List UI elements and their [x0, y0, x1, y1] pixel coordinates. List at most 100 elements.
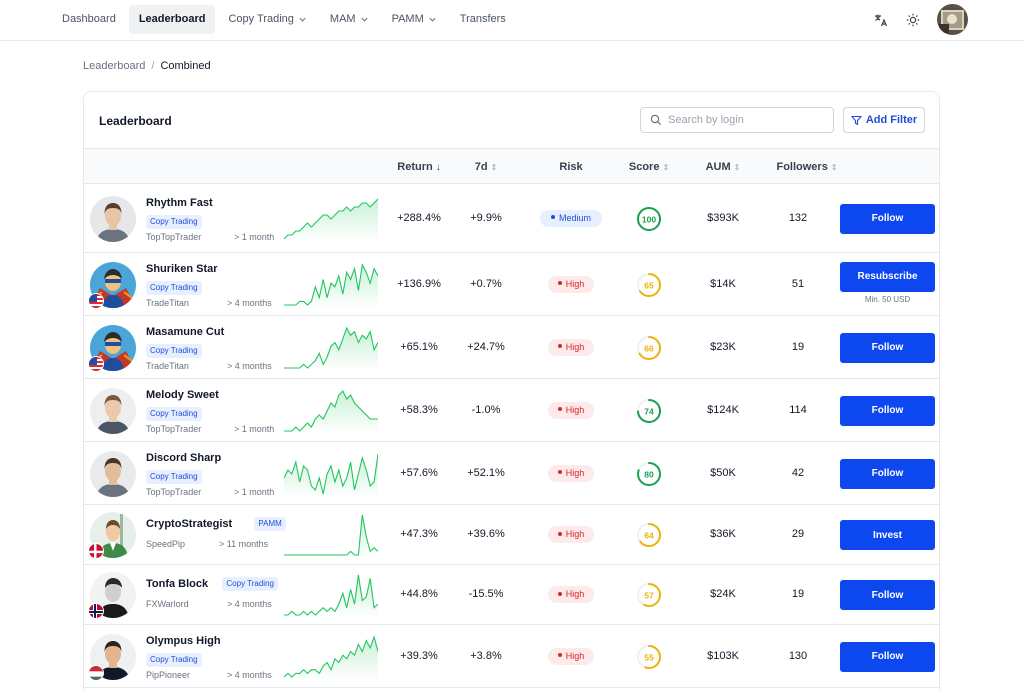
column-followers[interactable]: Followers ⇕ — [762, 149, 852, 185]
table-row[interactable]: Rhythm Fast Copy Trading TopTopTrader > 1 m… — [84, 184, 939, 253]
trader-age: > 4 months — [227, 599, 272, 609]
trader-name[interactable]: CryptoStrategist — [146, 518, 233, 530]
risk-badge: High — [548, 338, 594, 356]
aum-value: $393K — [707, 211, 739, 224]
7d-value: +52.1% — [467, 466, 505, 479]
column-score[interactable]: Score ⇕ — [619, 149, 679, 185]
nav-item-label: PAMM — [391, 13, 424, 25]
sparkline-area — [284, 636, 378, 680]
follow-button[interactable]: Follow — [840, 203, 935, 234]
risk-dot — [557, 591, 562, 596]
trader-name[interactable]: Melody Sweet — [146, 388, 219, 401]
table-row[interactable]: Melody Sweet Copy Trading TopTopTrader > 1 … — [84, 379, 939, 442]
score-gauge: 65 — [637, 272, 661, 297]
sparkline-line — [284, 574, 378, 616]
performance-sparkline — [284, 634, 378, 680]
table-row[interactable]: Tonfa Block Copy Trading FXWarlord > 4 mont… — [84, 565, 939, 625]
flag-icon-no — [88, 603, 104, 619]
action-label: Follow — [871, 342, 904, 353]
score-value: 80 — [644, 469, 654, 479]
followers-value: 51 — [791, 277, 805, 290]
follow-button[interactable]: Follow — [840, 641, 935, 672]
provider-name: SpeedPip — [146, 539, 186, 549]
column-risk: Risk — [539, 149, 603, 185]
trader-name[interactable]: Rhythm Fast — [146, 196, 213, 209]
aum-value: $23K — [710, 340, 736, 353]
nav-item-leaderboard[interactable]: Leaderboard — [128, 5, 216, 34]
translate-icon[interactable] — [866, 5, 896, 35]
score-value: 74 — [644, 406, 654, 416]
add-filter-button[interactable]: Add Filter — [843, 107, 925, 133]
follow-button[interactable]: Follow — [840, 332, 935, 363]
sparkline-area — [284, 198, 378, 242]
nav-item-copy-trading[interactable]: Copy Trading — [218, 5, 316, 34]
performance-sparkline — [284, 574, 378, 618]
search-input[interactable] — [668, 114, 818, 126]
sort-icon: ⇕ — [733, 163, 741, 172]
add-filter-label: Add Filter — [865, 114, 918, 126]
nav-item-transfers[interactable]: Transfers — [450, 5, 516, 34]
return-value: +47.3% — [400, 528, 438, 540]
risk-badge: High — [548, 526, 594, 543]
risk-badge: High — [548, 401, 594, 419]
return-value: +58.3% — [400, 403, 438, 416]
performance-sparkline — [284, 198, 378, 242]
table-row[interactable]: CryptoStrategist PAMM SpeedPip > 11 months … — [84, 505, 939, 565]
performance-sparkline — [284, 389, 378, 434]
trader-name[interactable]: Tonfa Block — [146, 578, 209, 590]
risk-dot — [557, 281, 562, 286]
search-box[interactable] — [640, 107, 834, 133]
score-arc — [637, 461, 661, 486]
nav-item-label: Dashboard — [62, 13, 116, 25]
column-7d[interactable]: 7d ⇕ — [456, 149, 516, 185]
trader-avatar — [90, 387, 136, 434]
follow-button[interactable]: Follow — [840, 458, 935, 489]
column-return[interactable]: Return ↓ — [384, 149, 454, 185]
sun-icon[interactable] — [898, 5, 928, 35]
trader-name[interactable]: Shuriken Star — [146, 262, 218, 275]
performance-sparkline — [284, 453, 378, 497]
sparkline-area — [284, 327, 378, 371]
top-nav: Dashboard Leaderboard Copy Trading MAM PAMM T… — [0, 0, 1024, 41]
risk-label: High — [565, 467, 585, 478]
7d-value: +9.9% — [470, 211, 502, 224]
score-gauge: 57 — [637, 583, 661, 607]
column-aum-label: AUM — [705, 161, 731, 173]
risk-label: Medium — [558, 212, 591, 223]
trader-name[interactable]: Masamune Cut — [146, 325, 225, 338]
follow-button[interactable]: Follow — [840, 395, 935, 426]
provider-name: PipPioneer — [146, 669, 191, 680]
trader-age: > 1 month — [234, 231, 275, 242]
follow-button[interactable]: Follow — [840, 580, 935, 610]
action-label: Follow — [871, 405, 904, 416]
table-row[interactable]: Discord Sharp Copy Trading TopTopTrader > 1… — [84, 442, 939, 505]
return-value: +39.3% — [400, 649, 438, 662]
score-value: 65 — [644, 280, 654, 290]
return-value: +65.1% — [400, 340, 438, 353]
return-value: +136.9% — [397, 277, 441, 290]
nav-item-mam[interactable]: MAM — [320, 5, 379, 34]
invest-button[interactable]: Invest — [840, 520, 935, 550]
provider-name: TopTopTrader — [146, 486, 202, 497]
trader-avatar — [90, 633, 136, 680]
trader-name[interactable]: Discord Sharp — [146, 451, 222, 464]
table-row[interactable]: Masamune Cut Copy Trading TradeTitan > 4 mo… — [84, 316, 939, 379]
trader-name[interactable]: Olympus High — [146, 634, 221, 647]
score-arc — [637, 272, 661, 297]
followers-value: 42 — [791, 466, 805, 479]
resubscribe-button[interactable]: Resubscribe — [840, 261, 935, 292]
score-value: 57 — [644, 591, 654, 601]
aum-value: $36K — [710, 528, 736, 540]
column-aum[interactable]: AUM ⇕ — [693, 149, 753, 185]
trader-age: > 1 month — [234, 423, 275, 434]
table-row[interactable]: Olympus High Copy Trading PipPioneer > 4 mo… — [84, 625, 939, 688]
table-row[interactable]: Shuriken Star Copy Trading TradeTitan > 4 m… — [84, 253, 939, 316]
action-label: Resubscribe — [857, 271, 918, 282]
breadcrumb-parent[interactable]: Leaderboard — [83, 60, 146, 72]
nav-item-pamm[interactable]: PAMM — [382, 5, 447, 34]
score-gauge: 55 — [637, 644, 661, 669]
chevron-down-icon — [429, 17, 436, 22]
nav-item-dashboard[interactable]: Dashboard — [52, 5, 126, 34]
user-avatar[interactable] — [937, 4, 968, 35]
risk-dot — [557, 470, 562, 475]
